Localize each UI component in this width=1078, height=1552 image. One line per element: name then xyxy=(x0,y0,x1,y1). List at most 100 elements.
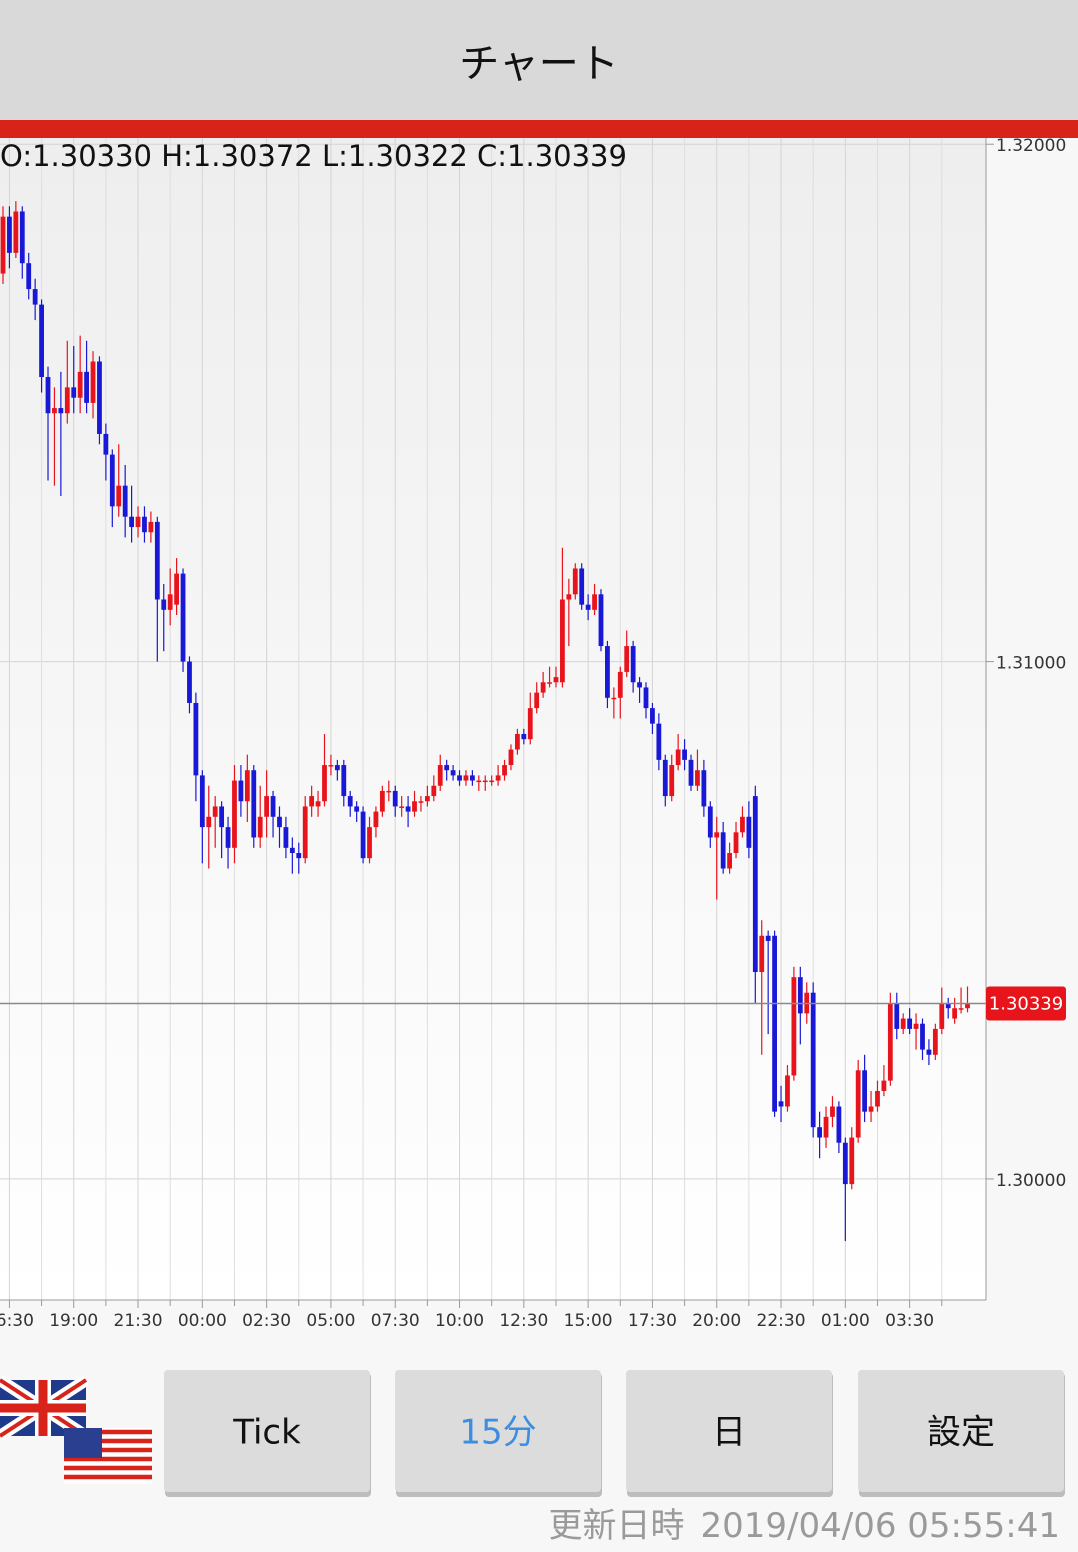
candle-body xyxy=(167,594,173,610)
candle-body xyxy=(495,775,501,781)
candle-body xyxy=(810,992,816,1128)
candle-body xyxy=(116,485,122,507)
candle-body xyxy=(225,827,231,848)
plot xyxy=(0,138,986,1300)
button-label[interactable]: 設定 xyxy=(927,1413,995,1453)
candle-body xyxy=(727,852,732,869)
candle-body xyxy=(334,765,340,771)
x-tick-label: 01:00 xyxy=(821,1311,870,1331)
period-button[interactable]: Tick xyxy=(164,1370,371,1497)
candle-body xyxy=(354,806,360,812)
candle-body xyxy=(688,759,694,786)
candle-body xyxy=(379,790,385,812)
button-face[interactable] xyxy=(858,1370,1064,1492)
y-tick-label: 1.31000 xyxy=(996,654,1066,674)
candle-body xyxy=(0,216,6,274)
candle-body xyxy=(797,977,803,1014)
candle-body xyxy=(598,594,604,647)
x-tick-label: 07:30 xyxy=(371,1311,420,1331)
period-button[interactable]: 15分 xyxy=(395,1370,602,1497)
button-face[interactable] xyxy=(164,1370,370,1492)
candle-body xyxy=(572,568,578,595)
header-bar xyxy=(0,0,1078,120)
candle-body xyxy=(887,1003,893,1081)
x-tick-label: 17:30 xyxy=(628,1311,677,1331)
x-tick-label: 10:00 xyxy=(435,1311,484,1331)
candle-body xyxy=(463,775,469,781)
candle-body xyxy=(926,1049,932,1055)
candle-body xyxy=(437,765,443,786)
candle-body xyxy=(97,361,102,434)
candle-body xyxy=(283,827,289,848)
candle-body xyxy=(817,1127,823,1138)
candle-body xyxy=(540,682,546,693)
button-face[interactable] xyxy=(395,1370,601,1492)
candle-body xyxy=(206,816,212,828)
candle-body xyxy=(264,796,270,817)
candle-body xyxy=(932,1028,938,1055)
button-label[interactable]: Tick xyxy=(232,1413,301,1453)
candle-body xyxy=(862,1070,868,1112)
period-button[interactable]: 設定 xyxy=(858,1370,1065,1497)
candle-body xyxy=(84,371,89,403)
x-tick-label: 05:00 xyxy=(306,1311,355,1331)
candle-body xyxy=(830,1106,835,1117)
candle-body xyxy=(842,1142,848,1185)
candle-body xyxy=(309,796,315,807)
candle-body xyxy=(624,646,630,672)
candle-body xyxy=(585,604,591,610)
button-face[interactable] xyxy=(626,1370,832,1492)
candle-body xyxy=(881,1080,887,1091)
candle-body xyxy=(547,682,552,684)
candle-body xyxy=(154,521,160,600)
accent-bar xyxy=(0,120,1078,138)
header-title: チャート xyxy=(459,41,619,87)
candle-body xyxy=(135,516,141,528)
candle-body xyxy=(952,1008,958,1019)
candle-body xyxy=(418,801,424,803)
candle-body xyxy=(174,573,180,605)
last-price-box xyxy=(986,986,1066,1021)
candle-body xyxy=(675,749,681,766)
candle-body xyxy=(740,816,745,833)
y-tick-label: 1.30000 xyxy=(996,1171,1066,1191)
x-tick-label: 19:00 xyxy=(49,1311,98,1331)
candle-body xyxy=(521,734,527,740)
button-label[interactable]: 日 xyxy=(712,1413,746,1453)
candle-body xyxy=(534,692,540,709)
candle-body xyxy=(836,1106,842,1143)
candle-body xyxy=(868,1106,874,1112)
currency-flags xyxy=(0,1374,152,1484)
x-tick-label: 02:30 xyxy=(242,1311,291,1331)
candle-body xyxy=(823,1116,829,1138)
x-tick-label: 20:00 xyxy=(692,1311,741,1331)
candle-body xyxy=(611,697,617,700)
candle-body xyxy=(958,1008,964,1010)
candle-body xyxy=(752,796,758,972)
candle-body xyxy=(58,408,64,414)
candle-body xyxy=(444,765,450,771)
candle-body xyxy=(714,832,720,838)
candle-body xyxy=(32,289,38,305)
x-tick-label: 16:30 xyxy=(0,1311,34,1331)
candle-body xyxy=(502,765,507,776)
candle-body xyxy=(328,765,334,767)
candle-body xyxy=(900,1018,906,1029)
candle-body xyxy=(129,516,134,528)
candle-body xyxy=(515,734,520,750)
candle-body xyxy=(367,827,372,859)
candle-body xyxy=(257,816,263,838)
candle-body xyxy=(553,677,559,683)
candle-body xyxy=(720,832,726,869)
period-button[interactable]: 日 xyxy=(626,1370,833,1497)
button-label[interactable]: 15分 xyxy=(459,1413,536,1453)
candle-body xyxy=(360,811,366,859)
candle-body xyxy=(733,832,739,853)
candle-body xyxy=(232,780,237,848)
candle-body xyxy=(431,785,437,797)
candle-body xyxy=(199,775,205,828)
candle-body xyxy=(122,485,128,517)
candle-body xyxy=(341,765,347,797)
candle-body xyxy=(373,811,379,828)
